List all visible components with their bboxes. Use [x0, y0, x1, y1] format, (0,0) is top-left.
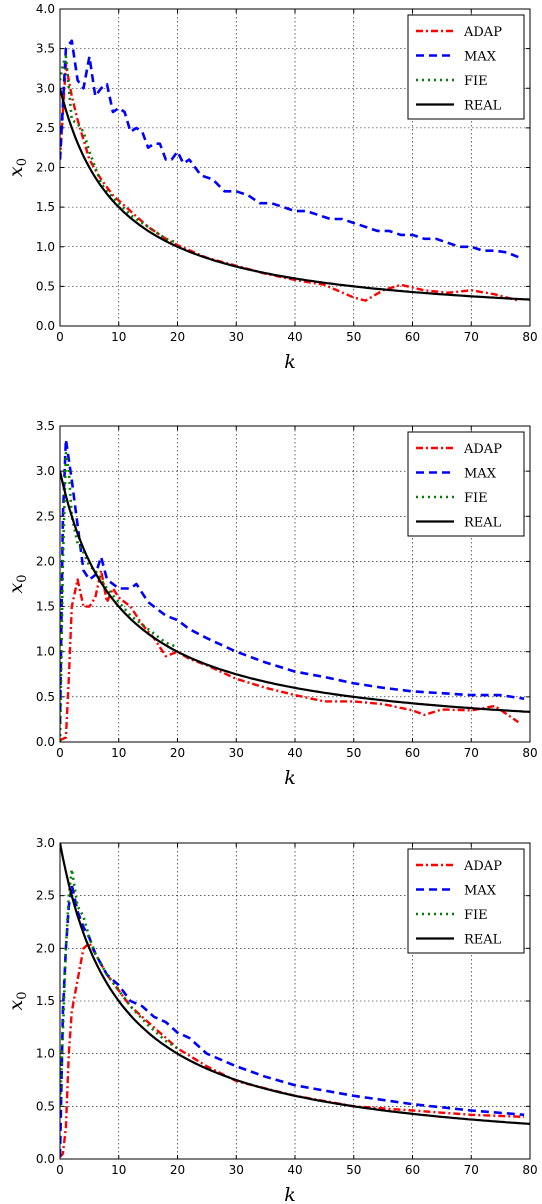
x-tick-label: 10 — [111, 1163, 126, 1177]
y-axis-label: x0 — [5, 158, 30, 177]
x-axis-label: k — [284, 351, 296, 373]
x-tick-label: 30 — [229, 330, 244, 344]
x-tick-label: 60 — [405, 1163, 420, 1177]
series-line-adap — [60, 941, 525, 1158]
y-tick-label: 0.0 — [36, 735, 55, 749]
x-tick-label: 0 — [56, 330, 64, 344]
x-axis-label: k — [284, 1184, 296, 1204]
series-line-fie — [60, 868, 179, 1107]
y-tick-label: 3.0 — [36, 464, 55, 478]
y-tick-label: 2.0 — [36, 941, 55, 955]
y-tick-label: 1.5 — [36, 600, 55, 614]
x-tick-label: 80 — [522, 746, 537, 760]
x-tick-label: 80 — [522, 330, 537, 344]
legend-label-fie: FIE — [464, 74, 488, 89]
y-tick-label: 3.5 — [36, 42, 55, 56]
legend-label-real: REAL — [464, 99, 502, 114]
y-tick-label: 1.0 — [36, 1047, 55, 1061]
x-tick-label: 70 — [464, 330, 479, 344]
legend-label-max: MAX — [464, 884, 497, 899]
series-group — [60, 39, 530, 302]
legend-label-max: MAX — [464, 50, 497, 65]
y-tick-label: 1.5 — [36, 200, 55, 214]
plot-frame — [59, 8, 531, 327]
x-tick-label: 20 — [170, 330, 185, 344]
x-tick-label: 70 — [464, 1163, 479, 1177]
chart-panel-2: 0 10 20 30 40 50 60 70 80 0.0 0.5 1.0 1.5 2.0 2.5 3.0 3.… — [5, 419, 538, 789]
series-line-real — [60, 843, 530, 1125]
series-line-real — [60, 470, 530, 713]
y-tick-label: 0.5 — [36, 1099, 55, 1113]
y-tick-label: 2.5 — [36, 509, 55, 523]
y-tick-label: 1.0 — [36, 240, 55, 254]
x-tick-label: 0 — [56, 746, 64, 760]
legend-box — [407, 431, 525, 537]
legend-label-fie: FIE — [464, 908, 488, 923]
x-tick-label: 0 — [56, 1163, 64, 1177]
y-axis-label: x0 — [5, 992, 30, 1011]
y-axis-label: x0 — [5, 575, 30, 594]
y-tick-label: 2.0 — [36, 554, 55, 568]
y-tick-label: 0.5 — [36, 690, 55, 704]
y-tick-label: 3.5 — [36, 419, 55, 433]
y-tick-label: 4.0 — [36, 2, 55, 16]
plot-frame — [59, 425, 531, 743]
series-line-real — [60, 88, 530, 301]
y-tick-label: 0.0 — [36, 319, 55, 333]
x-tick-label: 30 — [229, 1163, 244, 1177]
series-line-fie — [60, 55, 178, 245]
legend: ADAP MAX FIE REAL — [407, 848, 525, 954]
series-line-max — [60, 883, 525, 1157]
y-tick-label: 3.0 — [36, 81, 55, 95]
x-tick-label: 70 — [464, 746, 479, 760]
series-line-max — [60, 438, 525, 724]
legend-label-real: REAL — [464, 516, 502, 531]
x-tick-label: 60 — [405, 330, 420, 344]
series-group — [60, 843, 530, 1158]
series-line-fie — [60, 451, 178, 742]
x-tick-label: 10 — [111, 330, 126, 344]
x-tick-label: 40 — [287, 330, 302, 344]
x-tick-label: 80 — [522, 1163, 537, 1177]
legend-box — [407, 14, 525, 120]
chart-panel-1: 0 10 20 30 40 50 60 70 80 0.0 0.5 1.0 1.5 2.0 2.5 3.0 3.… — [5, 2, 538, 373]
y-tick-label: 1.5 — [36, 994, 55, 1008]
legend-label-adap: ADAP — [463, 442, 502, 457]
x-tick-label: 40 — [287, 746, 302, 760]
legend-label-adap: ADAP — [463, 859, 502, 874]
y-tick-label: 2.5 — [36, 889, 55, 903]
x-tick-label: 40 — [287, 1163, 302, 1177]
legend: ADAP MAX FIE REAL — [407, 431, 525, 537]
x-tick-label: 50 — [346, 746, 361, 760]
y-tick-label: 0.0 — [36, 1152, 55, 1166]
x-tick-label: 50 — [346, 330, 361, 344]
x-tick-label: 30 — [229, 746, 244, 760]
series-line-max — [60, 39, 519, 259]
y-tick-label: 0.5 — [36, 279, 55, 293]
x-tick-label: 50 — [346, 1163, 361, 1177]
x-tick-label: 60 — [405, 746, 420, 760]
y-tick-label: 2.0 — [36, 161, 55, 175]
chart-panel-3: 0 10 20 30 40 50 60 70 80 0.0 0.5 1.0 1.5 2.0 2.5 3.0 k x… — [5, 836, 538, 1204]
x-tick-label: 20 — [170, 1163, 185, 1177]
legend-label-max: MAX — [464, 467, 497, 482]
legend-label-fie: FIE — [464, 491, 488, 506]
legend-box — [407, 848, 525, 954]
legend-label-adap: ADAP — [463, 25, 502, 40]
series-group — [60, 438, 530, 742]
x-tick-label: 20 — [170, 746, 185, 760]
x-axis-label: k — [284, 767, 296, 789]
y-tick-label: 2.5 — [36, 121, 55, 135]
series-line-adap — [60, 569, 519, 742]
legend: ADAP MAX FIE REAL — [407, 14, 525, 120]
y-tick-label: 3.0 — [36, 836, 55, 850]
y-tick-label: 1.0 — [36, 645, 55, 659]
legend-label-real: REAL — [464, 933, 502, 948]
x-tick-label: 10 — [111, 746, 126, 760]
plot-frame — [59, 842, 531, 1160]
